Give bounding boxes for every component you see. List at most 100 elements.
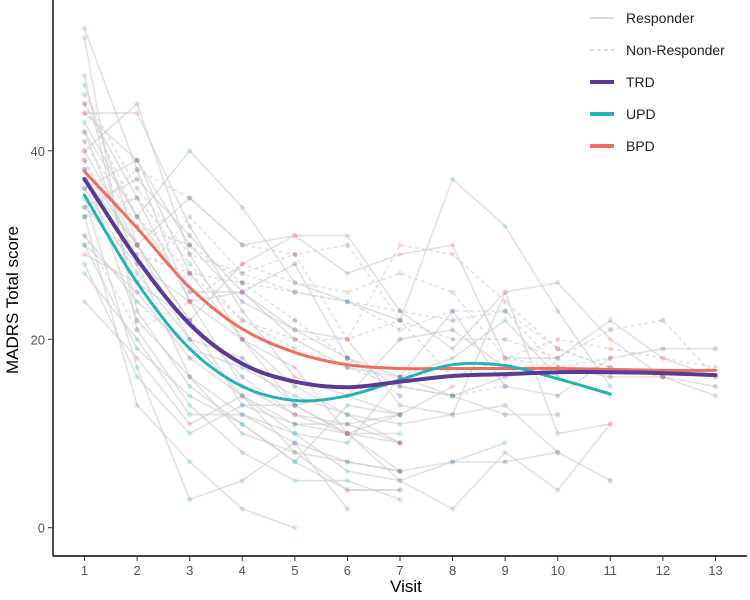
- trajectory-point: [81, 82, 88, 88]
- trajectory-point: [81, 119, 88, 126]
- trajectory-point: [397, 242, 403, 248]
- trajectory-point: [344, 430, 350, 437]
- trajectory-point: [344, 233, 350, 239]
- trajectory-point: [712, 346, 719, 352]
- trajectory-point: [239, 506, 245, 512]
- trajectory-point: [292, 336, 298, 342]
- trajectory-point: [397, 251, 403, 257]
- trajectory-line-35: [83, 159, 716, 378]
- trajectory-point: [187, 299, 193, 305]
- trajectory-point: [134, 327, 140, 333]
- trajectory-point: [292, 327, 298, 333]
- trajectory-point: [397, 421, 403, 427]
- trajectory-point: [292, 412, 298, 418]
- trajectory-point: [502, 299, 508, 305]
- trajectory-point: [81, 72, 88, 78]
- trajectory-point: [344, 336, 350, 342]
- trajectory-point: [344, 440, 350, 446]
- trajectory-line-24: [83, 93, 559, 369]
- series-trd-curve: [82, 177, 718, 390]
- trajectory-point: [292, 421, 298, 427]
- x-tick-label: 7: [396, 563, 403, 578]
- trajectory-point: [81, 214, 88, 220]
- trajectory-point: [344, 430, 350, 437]
- trajectory-point: [134, 242, 140, 248]
- legend: Responder Non-Responder TRD UPD BPD: [590, 10, 725, 154]
- trajectory-point: [450, 176, 456, 182]
- trajectory-point: [187, 233, 193, 239]
- trajectory-point: [134, 195, 140, 201]
- trajectory-point: [239, 308, 245, 314]
- trajectory-point: [239, 421, 245, 427]
- trajectory-point: [81, 242, 88, 248]
- trajectory-point: [292, 327, 298, 333]
- trajectory-point: [555, 487, 561, 493]
- trajectory-point: [292, 402, 298, 408]
- trajectory-point: [187, 251, 193, 257]
- individual-points: [81, 25, 719, 531]
- trajectory-point: [292, 402, 298, 408]
- trajectory-point: [292, 459, 298, 465]
- trajectory-point: [239, 317, 245, 323]
- trajectory-point: [397, 478, 403, 484]
- trajectory-point: [134, 110, 140, 116]
- trajectory-point: [81, 101, 88, 107]
- trajectory-point: [239, 317, 245, 323]
- trajectory-point: [81, 233, 88, 239]
- trajectory-point: [187, 242, 193, 248]
- trajectory-point: [555, 355, 561, 361]
- trajectory-point: [660, 374, 666, 380]
- trajectory-point: [187, 374, 193, 380]
- trajectory-point: [134, 355, 140, 361]
- trajectory-point: [292, 412, 298, 418]
- trajectory-point: [607, 421, 613, 427]
- trajectory-point: [712, 383, 719, 389]
- trajectory-point: [187, 289, 193, 295]
- trajectory-point: [134, 364, 140, 371]
- trajectory-point: [397, 440, 403, 446]
- trajectory-point: [81, 185, 88, 192]
- trajectory-point: [450, 393, 456, 399]
- x-tick-label: 10: [550, 563, 564, 578]
- trajectory-point: [187, 459, 193, 465]
- x-tick-label: 4: [239, 563, 246, 578]
- trajectory-point: [397, 383, 403, 389]
- trajectory-point: [397, 487, 403, 493]
- trajectory-point: [344, 299, 350, 305]
- legend-label-bpd: BPD: [626, 138, 655, 154]
- trajectory-point: [502, 449, 508, 455]
- trajectory-point: [502, 289, 508, 295]
- legend-label-non-responder: Non-Responder: [626, 42, 725, 58]
- trajectory-point: [344, 412, 350, 418]
- trajectory-point: [397, 412, 403, 418]
- trajectory-point: [344, 355, 350, 361]
- x-tick-label: 11: [604, 563, 618, 578]
- trajectory-point: [450, 327, 456, 333]
- trajectory-point: [239, 478, 245, 484]
- trajectory-point: [81, 148, 88, 154]
- x-tick-label: 1: [81, 563, 88, 578]
- trajectory-point: [239, 393, 245, 399]
- trajectory-point: [397, 412, 403, 418]
- trajectory-point: [187, 148, 193, 154]
- trajectory-point: [344, 421, 350, 427]
- trajectory-line-31: [83, 178, 716, 378]
- trajectory-point: [81, 157, 88, 163]
- trajectory-point: [134, 195, 140, 201]
- trajectory-point: [187, 336, 193, 342]
- trajectory-point: [187, 299, 193, 305]
- x-tick-label: 12: [656, 563, 670, 578]
- trajectory-point: [344, 487, 350, 493]
- trajectory-line-15: [83, 216, 296, 529]
- trajectory-point: [660, 355, 666, 361]
- trajectory-point: [187, 421, 193, 427]
- trajectory-point: [502, 308, 508, 314]
- trajectory-point: [450, 506, 456, 512]
- trajectory-point: [555, 449, 561, 455]
- trajectory-point: [187, 270, 193, 276]
- trajectory-point: [607, 383, 613, 389]
- trajectory-point: [187, 496, 193, 503]
- trajectory-point: [134, 336, 140, 342]
- trajectory-point: [187, 261, 193, 267]
